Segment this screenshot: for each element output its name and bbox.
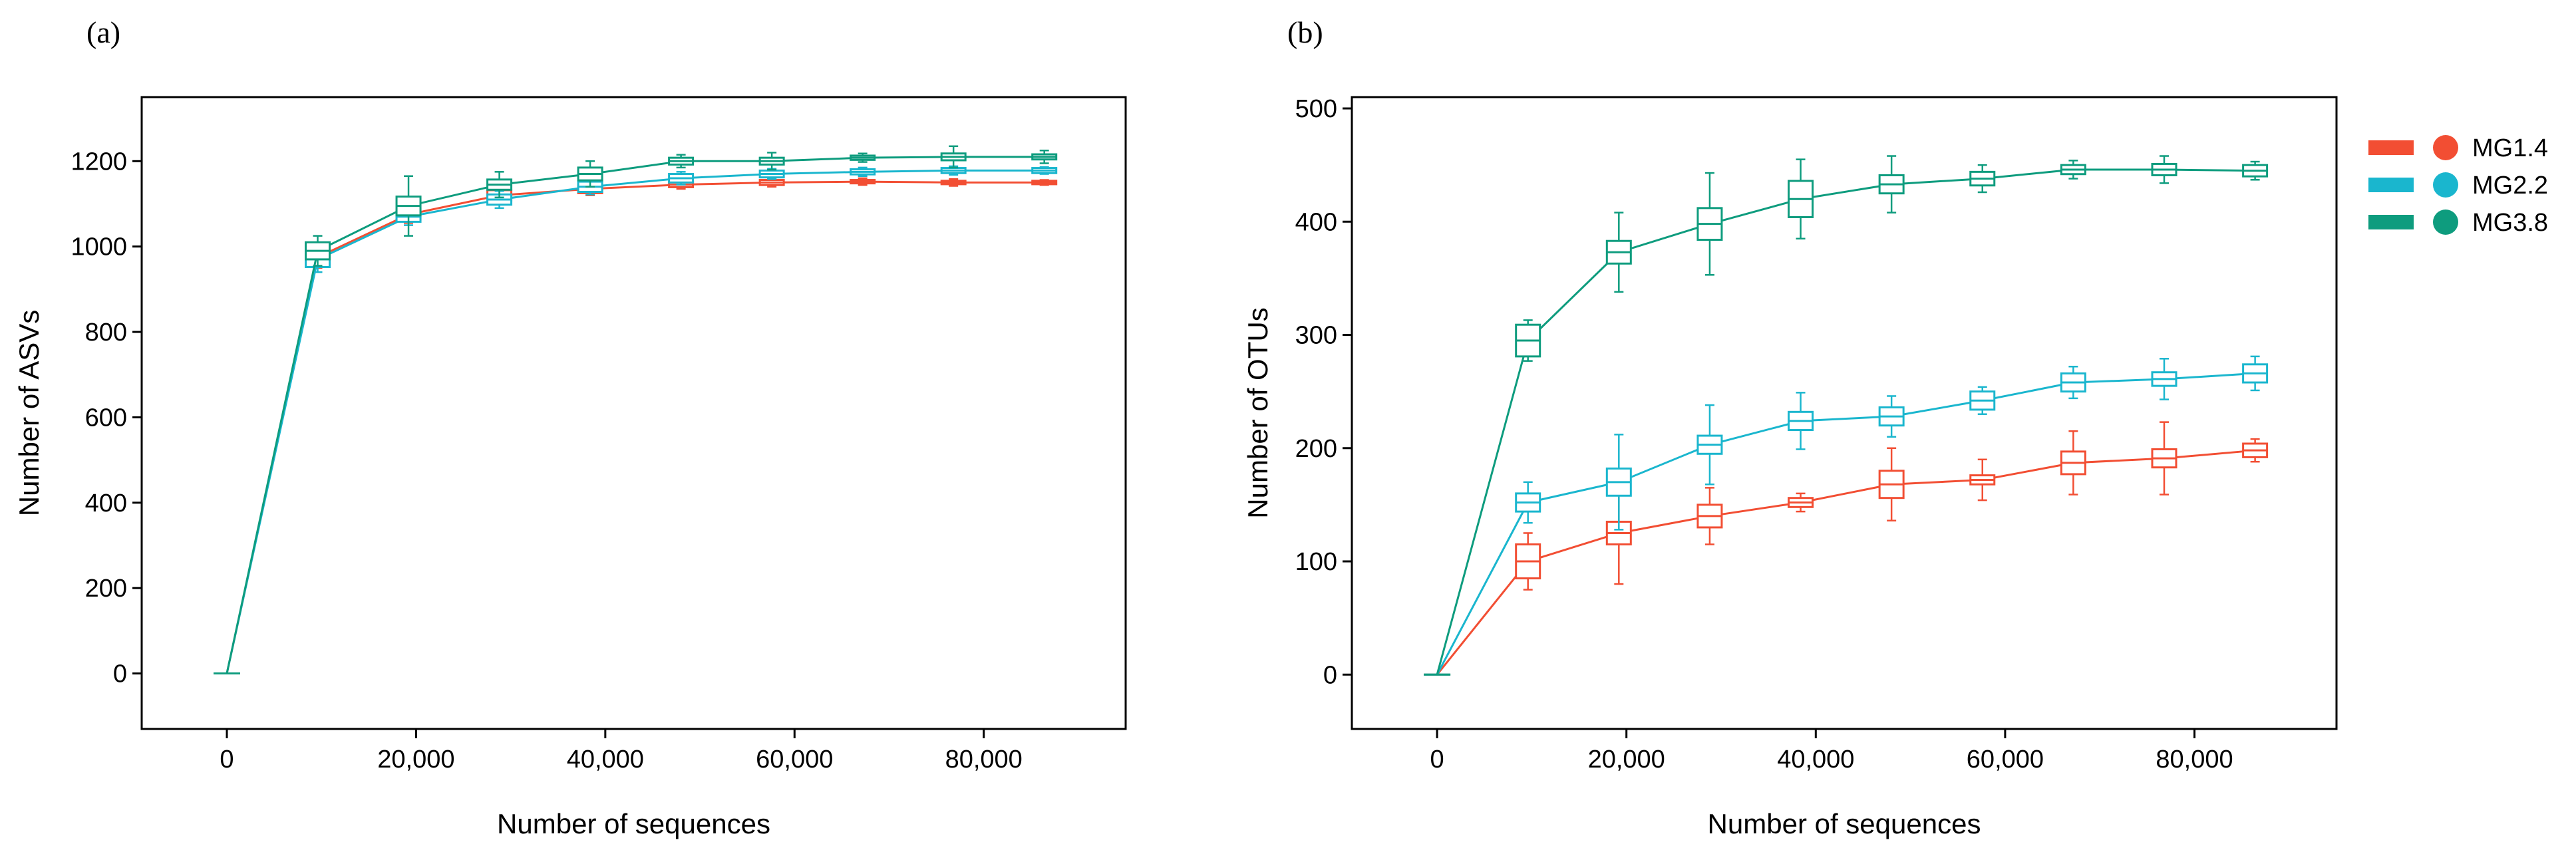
y-tick-label: 0 [113, 660, 127, 688]
x-tick-label: 60,000 [1967, 746, 2044, 774]
legend-swatch-MG3.8 [2368, 215, 2414, 229]
x-tick-label: 40,000 [567, 746, 644, 774]
legend-marker-MG3.8 [2433, 210, 2458, 235]
x-tick-label: 20,000 [377, 746, 454, 774]
x-tick-label: 80,000 [2156, 746, 2233, 774]
y-tick-label: 200 [85, 575, 127, 603]
panel-b-chart: 0 100 200 300 400 500 0 20,000 40,000 60,000 80,00… [1242, 95, 2338, 839]
x-tick-label: 60,000 [756, 746, 833, 774]
legend: MG1.4 MG2.2 MG3.8 [2368, 134, 2548, 237]
y-tick-label: 600 [85, 404, 127, 432]
series-line-MG1.4 [226, 180, 1045, 674]
x-axis-title: Number of sequences [1708, 808, 1981, 839]
y-axis-title: Number of OTUs [1242, 307, 1273, 518]
series-line-MG3.8 [1436, 168, 2255, 675]
legend-label-MG3.8: MG3.8 [2472, 209, 2548, 237]
series-line-MG3.8 [226, 156, 1045, 674]
x-tick-label: 80,000 [945, 746, 1023, 774]
x-tick-label: 20,000 [1588, 746, 1665, 774]
y-tick-label: 200 [1295, 435, 1337, 463]
x-axis-title: Number of sequences [497, 808, 770, 839]
series-line-MG1.4 [1436, 449, 2255, 676]
legend-label-MG1.4: MG1.4 [2472, 134, 2548, 162]
y-axis-title: Number of ASVs [13, 310, 45, 516]
y-tick-label: 100 [1295, 548, 1337, 576]
series-line-MG2.2 [1436, 372, 2255, 675]
y-tick-label: 400 [1295, 208, 1337, 236]
plot-frame [140, 96, 1127, 730]
y-tick-label: 1000 [71, 233, 127, 261]
panel-b-label: (b) [1287, 15, 1323, 49]
legend-marker-MG1.4 [2433, 135, 2458, 160]
y-tick-label: 800 [85, 319, 127, 347]
y-tick-label: 1200 [71, 148, 127, 176]
x-tick-label: 0 [220, 746, 234, 774]
y-tick-label: 400 [85, 490, 127, 517]
x-tick-label: 40,000 [1777, 746, 1854, 774]
y-tick-label: 500 [1295, 95, 1337, 123]
plot-frame [1351, 96, 2338, 730]
panel-a-chart: 0 200 400 600 800 1000 1200 0 20,000 40,000 60,000… [13, 96, 1127, 839]
legend-marker-MG2.2 [2433, 172, 2458, 198]
y-tick-label: 300 [1295, 322, 1337, 350]
x-tick-label: 0 [1430, 746, 1444, 774]
legend-label-MG2.2: MG2.2 [2472, 172, 2548, 200]
legend-swatch-MG2.2 [2368, 178, 2414, 192]
legend-swatch-MG1.4 [2368, 140, 2414, 155]
panel-a-label: (a) [86, 15, 120, 49]
y-tick-label: 0 [1323, 661, 1337, 689]
series-line-MG2.2 [226, 169, 1045, 674]
